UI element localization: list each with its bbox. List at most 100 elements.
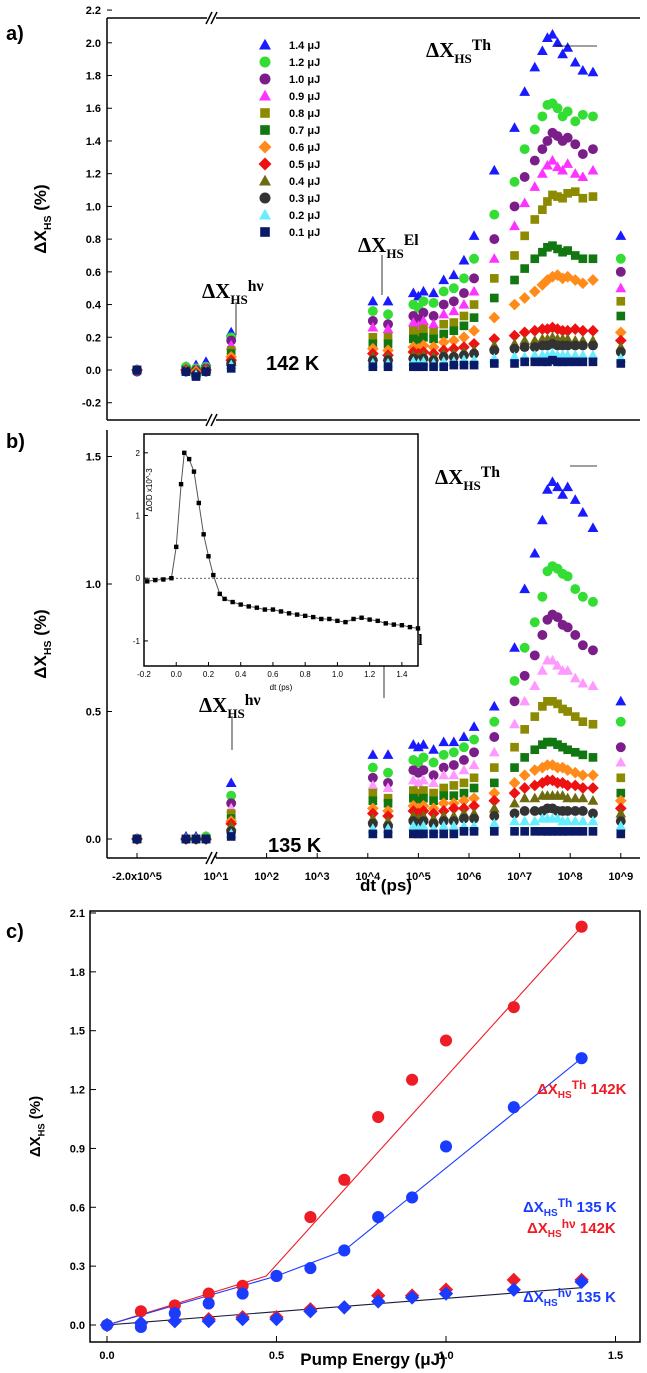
data-point-0-8J <box>570 712 580 721</box>
data-point-0-2J <box>577 349 589 360</box>
data-point-1-0J <box>438 762 449 773</box>
legend-label: 0.6 μJ <box>289 142 320 154</box>
data-point-0-3J <box>489 345 500 356</box>
series-label-temp: 135 K <box>572 1199 616 1216</box>
legend-marker <box>259 89 271 101</box>
data-point-1-4J <box>615 695 627 706</box>
data-point-0-1J <box>226 832 236 841</box>
annotation-th-sub: HS <box>454 51 471 66</box>
data-point-0-7J <box>419 793 428 803</box>
data-point-1-0J <box>552 612 563 623</box>
inset-data-point <box>230 599 235 605</box>
series-label: ΔXHSTh 142K <box>537 1078 627 1101</box>
data-point-th <box>202 1297 215 1310</box>
data-point-1-0J <box>529 650 540 661</box>
data-point-0-2J <box>448 820 460 831</box>
data-point-0-6J <box>447 334 460 347</box>
inset-data-point <box>254 605 260 610</box>
data-point-hnu <box>506 1272 521 1288</box>
data-point-1-2J <box>529 617 540 628</box>
data-point-0-7J <box>543 737 552 747</box>
data-point-0-1J <box>520 827 529 836</box>
x-tick-label: 10^8 <box>558 871 583 883</box>
inset-x-tick-label: 0.4 <box>235 670 247 679</box>
x-tick-label: 10^5 <box>406 871 431 883</box>
data-point-0-1J <box>543 827 552 836</box>
annotation-th-base: ΔX <box>426 38 454 62</box>
data-point-0-2J <box>569 349 581 360</box>
x-tick-label: 10^3 <box>305 871 330 883</box>
annotation-el-sub: HS <box>386 246 403 261</box>
legend-label: 0.5 μJ <box>289 159 320 171</box>
y-tick-label: 0.3 <box>70 1261 85 1273</box>
data-point-0-8J <box>439 783 449 793</box>
plot-frame <box>89 910 641 1343</box>
y-tick-label: 0.9 <box>70 1143 85 1155</box>
inset-data-point <box>343 619 348 625</box>
data-point-0-9J <box>529 680 541 691</box>
data-point-0-6J <box>614 326 627 339</box>
data-point-0-9J <box>413 777 424 787</box>
annotation-th-base: ΔX <box>435 465 463 489</box>
data-point-th <box>304 1211 317 1224</box>
x-tick-label: 0.5 <box>269 1350 284 1362</box>
data-point-0-7J <box>429 334 438 344</box>
data-point-1-2J <box>458 273 469 284</box>
data-point-0-5J <box>546 321 559 334</box>
data-point-0-8J <box>558 193 567 203</box>
data-point-0-1J <box>538 357 547 367</box>
series-label-temp: 142K <box>576 1220 616 1237</box>
data-point-hnu <box>574 1274 589 1289</box>
data-point-0-9J <box>562 158 574 168</box>
fit-line <box>106 1057 582 1326</box>
data-point-1-0J <box>570 139 581 150</box>
y-axis-title: ΔXHS (%) <box>27 1096 47 1157</box>
data-point-0-6J <box>528 285 541 298</box>
data-point-0-8J <box>429 788 438 798</box>
data-point-0-9J <box>547 155 558 165</box>
y-tick-label: 0.5 <box>86 707 101 719</box>
inset-x-tick-label: 0.2 <box>203 670 215 679</box>
data-point-1-0J <box>615 266 626 277</box>
data-point-0-8J <box>616 296 626 306</box>
data-point-1-4J <box>225 777 237 787</box>
data-point-0-3J <box>469 348 480 359</box>
data-point-0-1J <box>191 834 201 844</box>
data-point-0-7J <box>459 788 469 798</box>
legend-marker <box>259 56 271 68</box>
data-point-1-0J <box>418 307 429 318</box>
y-tick-label: 1.4 <box>86 136 102 148</box>
data-point-1-0J <box>428 770 439 781</box>
data-point-th <box>406 1073 419 1086</box>
data-point-1-0J <box>418 765 429 776</box>
data-point-0-7J <box>510 275 519 285</box>
data-point-1-4J <box>438 274 450 285</box>
legend-marker <box>259 73 271 85</box>
data-point-1-4J <box>536 45 548 56</box>
data-point-0-1J <box>510 359 519 368</box>
series-label: ΔXHShν 135 K <box>523 1286 616 1309</box>
data-point-1-4J <box>519 583 531 594</box>
inset-y-tick-label: 2 <box>136 449 141 458</box>
data-point-0-9J <box>418 774 429 785</box>
data-point-0-1J <box>383 362 393 372</box>
legend-marker <box>259 38 271 50</box>
data-point-0-8J <box>409 786 418 795</box>
inset-data-point <box>161 577 166 582</box>
y-axis-title-part-2: (%) <box>27 1096 44 1124</box>
fit-line <box>106 926 583 1326</box>
legend-marker <box>259 174 271 186</box>
data-point-0-5J <box>569 323 582 335</box>
data-point-0-9J <box>468 285 480 296</box>
data-point-1-4J <box>587 522 599 532</box>
panel-a: -0.2 0.0 0.2 0.4 0.6 0.8 1.0 1.2 1.4 1.6 1.8 2.0 2.2… <box>6 5 640 427</box>
data-point-0-9J <box>519 197 531 208</box>
data-point-0-8J <box>368 788 378 798</box>
data-point-0-2J <box>587 815 599 826</box>
x-tick-label: 10^2 <box>254 871 279 883</box>
data-point-hnu <box>303 1304 318 1319</box>
data-point-0-1J <box>439 829 449 839</box>
data-point-1-2J <box>428 297 439 308</box>
data-point-1-0J <box>438 299 449 310</box>
data-point-0-7J <box>429 796 438 806</box>
